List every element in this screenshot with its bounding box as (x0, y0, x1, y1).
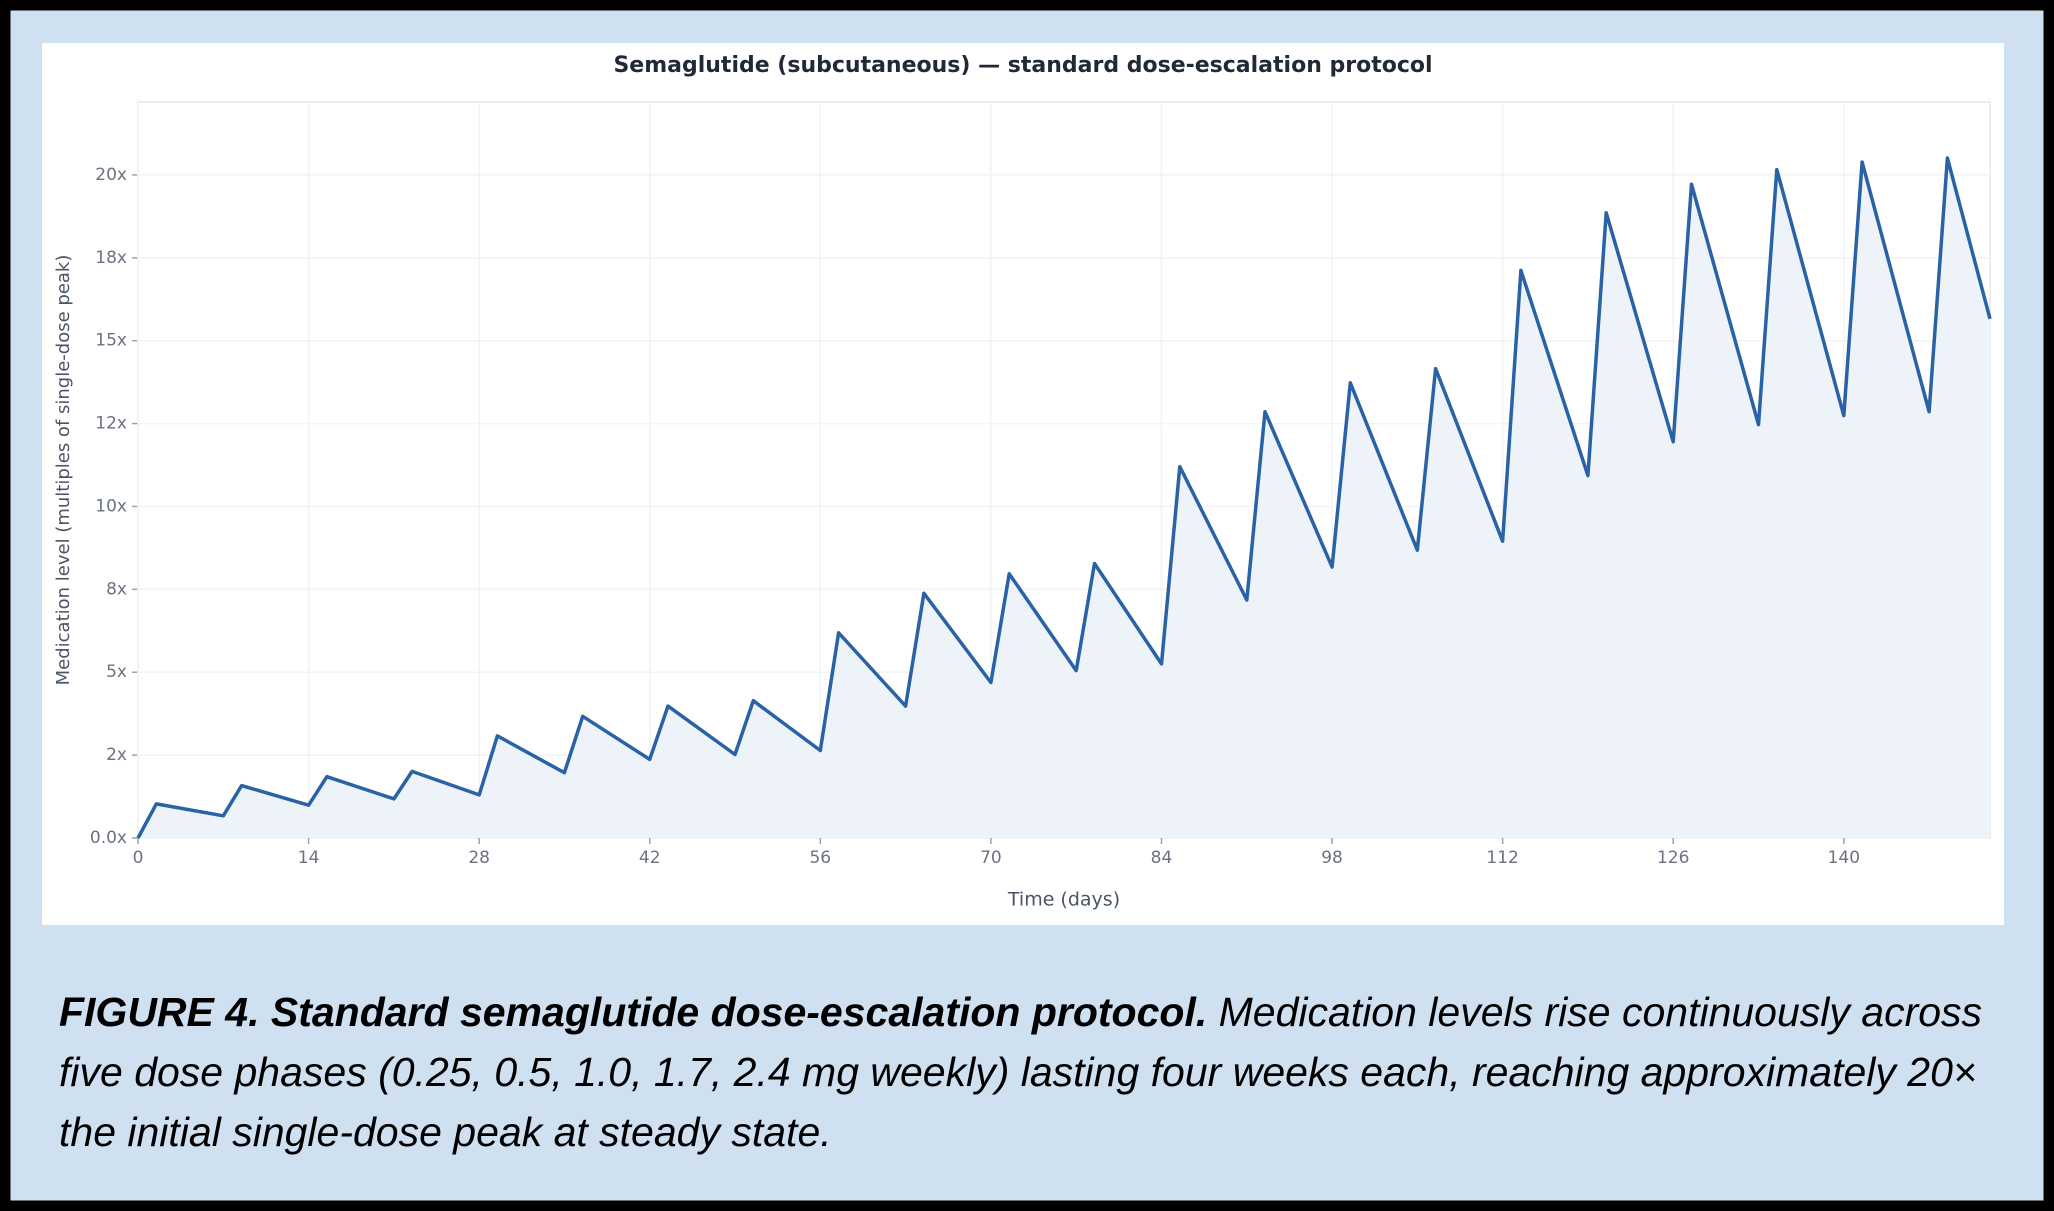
y-tick-label: 15x (95, 331, 127, 351)
y-axis-label: Medication level (multiples of single-do… (53, 255, 74, 686)
x-tick-label: 140 (1828, 848, 1860, 868)
y-tick-label: 8x (106, 579, 127, 599)
y-tick-label: 2x (106, 745, 127, 765)
x-tick-label: 14 (298, 848, 320, 868)
y-tick-label: 10x (95, 496, 127, 516)
x-tick-label: 98 (1321, 848, 1343, 868)
x-tick-label: 126 (1657, 848, 1689, 868)
x-tick-label: 42 (639, 848, 661, 868)
caption-text: Medication levels rise continuously acro… (59, 989, 1983, 1155)
figure-caption: FIGURE 4. Standard semaglutide dose-esca… (59, 982, 2009, 1162)
chart-title: Semaglutide (subcutaneous) — standard do… (613, 53, 1432, 78)
x-tick-label: 0 (133, 848, 144, 868)
x-tick-label: 56 (809, 848, 831, 868)
line (136, 156, 1992, 839)
y-tick-label: 18x (95, 248, 127, 268)
x-tick-label: 28 (468, 848, 490, 868)
x-tick-label: 84 (1151, 848, 1173, 868)
x-tick-label: 112 (1486, 848, 1518, 868)
y-tick-label: 0.0x (90, 828, 127, 848)
y-tick-label: 20x (95, 165, 127, 185)
x-axis-label: Time (days) (1007, 889, 1120, 911)
y-tick-label: 12x (95, 414, 127, 434)
caption-label: FIGURE 4. Standard semaglutide dose-esca… (59, 989, 1208, 1035)
y-tick-label: 5x (106, 662, 127, 682)
x-tick-label: 70 (980, 848, 1002, 868)
area (138, 158, 1990, 838)
